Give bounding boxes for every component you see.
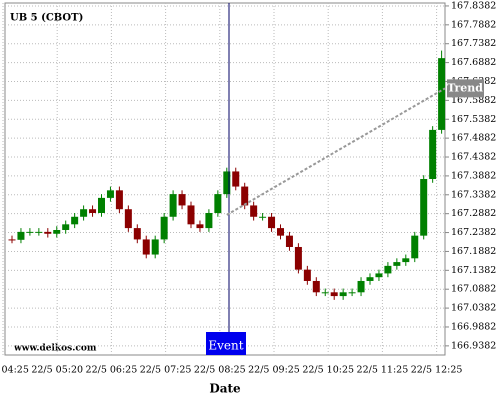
candle-body: [44, 231, 52, 234]
candle-body: [89, 209, 97, 213]
candle-body: [420, 179, 428, 236]
x-tick-label: 22/5 10:25: [302, 365, 354, 376]
candle-body: [80, 209, 88, 217]
y-tick-label: 167.3382: [451, 189, 496, 200]
x-tick-label: 22/5 04:25: [0, 365, 29, 376]
candle-body: [429, 129, 437, 179]
candle-body: [285, 235, 293, 247]
candle-body: [384, 265, 392, 274]
candle-body: [241, 186, 249, 206]
candle-body: [26, 231, 34, 233]
candle-body: [205, 212, 213, 229]
candle-body: [402, 258, 410, 263]
candle-body: [330, 292, 338, 297]
x-tick-label: 22/5 06:25: [86, 365, 138, 376]
candle-body: [53, 229, 61, 234]
y-tick-label: 167.8382: [451, 0, 496, 11]
candle-body: [348, 292, 356, 294]
candle-body: [35, 231, 43, 233]
candle-body: [250, 205, 258, 217]
x-tick-label: 22/5 11:25: [357, 365, 409, 376]
candle-body: [178, 194, 186, 206]
candle-body: [17, 231, 25, 240]
candle-body: [438, 58, 446, 130]
candle-body: [187, 205, 195, 225]
candle-body: [124, 209, 132, 229]
candle-body: [115, 190, 123, 210]
trend-box: [447, 79, 484, 98]
candle-body: [294, 246, 302, 270]
candle-body: [312, 280, 320, 293]
x-tick-label: 22/5 08:25: [194, 365, 246, 376]
y-tick-label: 167.4382: [451, 152, 496, 163]
y-tick-label: 167.0882: [451, 284, 496, 295]
candle-body: [232, 171, 240, 187]
candle-body: [8, 239, 16, 241]
event-box: [206, 332, 246, 355]
x-tick-label: 22/5 09:25: [248, 365, 300, 376]
candle-body: [169, 194, 177, 217]
candle-body: [98, 197, 105, 213]
candle-body: [339, 292, 347, 297]
y-tick-label: 167.7882: [451, 19, 496, 30]
candle-body: [366, 277, 374, 281]
x-tick-label: 22/5 12:25: [411, 365, 463, 376]
y-tick-label: 167.4882: [451, 133, 496, 144]
candle-body: [321, 292, 329, 294]
chart-title: UB 5 (CBOT): [10, 13, 83, 24]
y-tick-label: 167.5382: [451, 114, 496, 125]
candle-body: [71, 216, 79, 225]
y-tick-label: 167.5882: [451, 95, 496, 106]
y-tick-label: 167.2882: [451, 208, 496, 219]
candle-body: [223, 171, 231, 195]
y-tick-label: 167.3882: [451, 170, 496, 181]
candle-body: [151, 239, 159, 255]
candle-body: [277, 228, 284, 236]
y-tick-label: 166.9882: [451, 321, 496, 332]
candle-body: [142, 239, 150, 255]
trend-line: [226, 87, 446, 216]
candle-body: [196, 224, 204, 229]
candle-body: [259, 216, 267, 218]
x-tick-label: 22/5 05:20: [31, 365, 83, 376]
trend-label: Trend: [447, 81, 483, 94]
candle-body: [62, 224, 70, 230]
x-tick-label: 22/5 07:25: [140, 365, 192, 376]
candle-body: [303, 269, 311, 281]
y-tick-label: 167.6882: [451, 57, 496, 68]
y-tick-label: 166.9382: [451, 340, 496, 351]
candle-body: [411, 235, 419, 259]
y-tick-label: 167.1882: [451, 246, 496, 257]
candle-body: [393, 262, 401, 266]
candle-body: [375, 273, 383, 278]
candle-body: [268, 216, 276, 229]
y-tick-label: 167.1382: [451, 265, 496, 276]
candle-body: [357, 280, 365, 293]
y-tick-label: 167.0382: [451, 303, 496, 314]
candle-body: [160, 216, 168, 240]
candle-body: [133, 228, 141, 240]
x-axis-label: Date: [209, 382, 241, 396]
candle-body: [214, 194, 222, 213]
y-tick-label: 167.7382: [451, 38, 496, 49]
candle-body: [106, 190, 114, 198]
event-label: Event: [208, 339, 243, 353]
y-tick-label: 167.2382: [451, 227, 496, 238]
watermark: www.delkos.com: [13, 344, 97, 354]
